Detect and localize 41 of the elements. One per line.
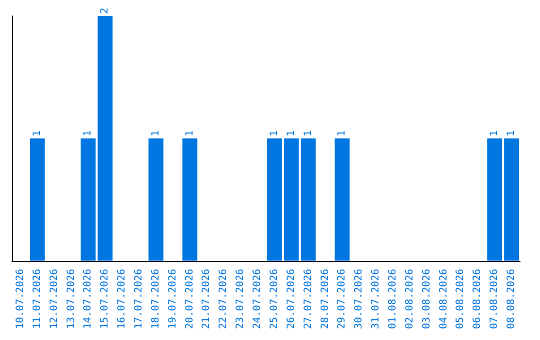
data-label: 1 — [286, 130, 297, 136]
x-tick-label: 31.07.2026 — [370, 268, 382, 330]
x-tick-label: 06.08.2026 — [472, 268, 484, 330]
data-label: 1 — [302, 130, 314, 136]
x-tick-label: 19.07.2026 — [167, 268, 178, 330]
x-tick-label: 30.07.2026 — [354, 268, 365, 330]
x-tick-label: 17.07.2026 — [134, 268, 144, 330]
data-label: 1 — [489, 130, 500, 136]
data-label: 2 — [100, 8, 111, 14]
data-label: 1 — [150, 130, 162, 136]
x-tick-label: 11.07.2026 — [32, 268, 43, 330]
x-tick-label: 16.07.2026 — [116, 268, 128, 330]
data-label: 1 — [32, 130, 43, 136]
data-label: 1 — [184, 130, 196, 136]
data-label: 1 — [506, 130, 518, 136]
x-tick-label: 02.08.2026 — [404, 268, 416, 330]
x-tick-label: 20.07.2026 — [184, 268, 196, 330]
x-tick-label: 24.07.2026 — [252, 268, 264, 330]
x-tick-label: 25.07.2026 — [268, 268, 280, 330]
x-tick-label: 27.07.2026 — [302, 268, 314, 330]
x-tick-label: 14.07.2026 — [82, 268, 94, 330]
x-tick-label: 12.07.2026 — [48, 268, 60, 330]
x-tick-label: 23.07.2026 — [235, 268, 246, 330]
x-tick-label: 10.07.2026 — [14, 268, 26, 330]
data-label: 1 — [336, 130, 348, 136]
data-label: 1 — [268, 130, 280, 136]
x-tick-label: 22.07.2026 — [218, 268, 230, 330]
x-tick-label: 29.07.2026 — [336, 268, 348, 330]
x-tick-label: 26.07.2026 — [286, 268, 297, 330]
x-tick-label: 15.07.2026 — [100, 268, 111, 330]
x-tick-label: 08.08.2026 — [506, 268, 518, 330]
x-tick-label: 28.07.2026 — [320, 268, 331, 330]
x-tick-label: 18.07.2026 — [150, 268, 162, 330]
x-tick-label: 07.08.2026 — [489, 268, 500, 330]
x-tick-label: 01.08.2026 — [388, 268, 398, 330]
x-tick-label: 05.08.2026 — [455, 268, 466, 330]
x-tick-label: 21.07.2026 — [201, 268, 212, 330]
x-tick-label: 04.08.2026 — [438, 268, 450, 330]
x-tick-label: 13.07.2026 — [66, 268, 77, 330]
data-label: 1 — [82, 130, 94, 136]
x-tick-label: 03.08.2026 — [421, 268, 432, 330]
